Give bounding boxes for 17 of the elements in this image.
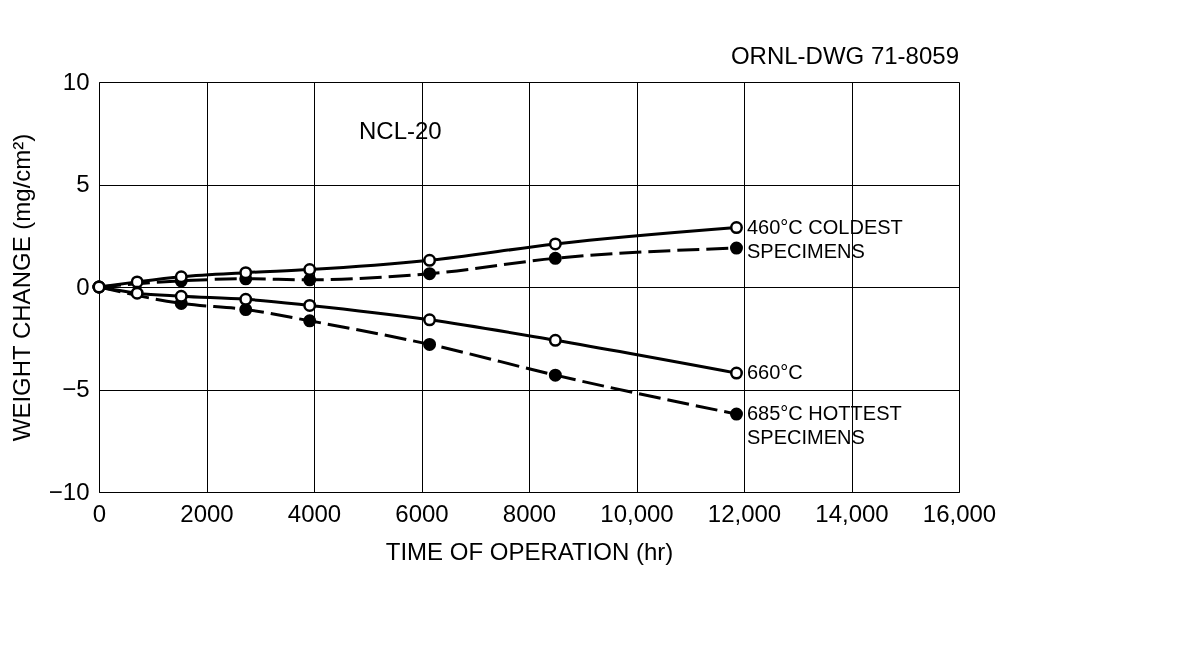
x-tick-label: 8000 <box>502 499 557 527</box>
y-tick-label: −10 <box>48 477 90 505</box>
x-tick-label: 12,000 <box>707 499 782 527</box>
y-tick-label: 10 <box>62 67 90 95</box>
y-tick-label: 5 <box>76 170 90 197</box>
x-tick-label: 2000 <box>180 499 234 527</box>
annotation: 660°C <box>747 361 803 383</box>
y-tick-label: 0 <box>76 272 90 300</box>
x-tick-label: 6000 <box>395 499 449 527</box>
text: ORNL-DWG 71-8059 <box>730 42 959 69</box>
x-tick-label: 10,000 <box>600 499 674 527</box>
x-tick-label: 14,000 <box>815 499 889 527</box>
x-axis-title: TIME OF OPERATION (hr) <box>385 537 674 565</box>
y-axis-title: WEIGHT CHANGE (mg/cm²) <box>7 133 35 442</box>
x-tick-label: 16,000 <box>922 499 997 527</box>
y-tick-label: −5 <box>62 375 90 402</box>
x-tick-label: 4000 <box>287 499 342 527</box>
